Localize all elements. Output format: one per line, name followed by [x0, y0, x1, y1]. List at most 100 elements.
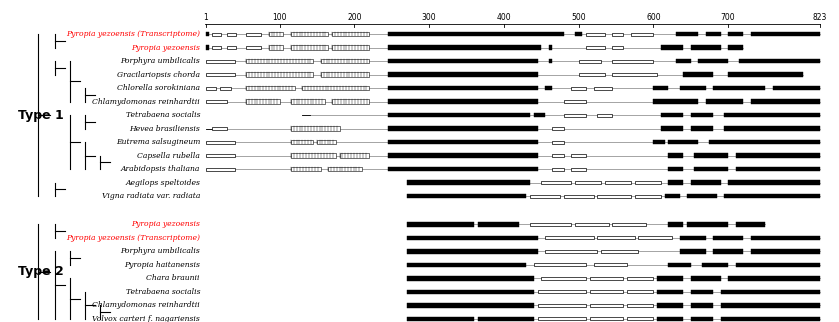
- Bar: [571, 154, 586, 157]
- Bar: [710, 140, 820, 144]
- Text: Hevea brasiliensis: Hevea brasiliensis: [129, 125, 200, 132]
- Bar: [575, 223, 608, 226]
- Text: Vigna radiata var. radiata: Vigna radiata var. radiata: [102, 192, 200, 200]
- Bar: [407, 276, 534, 280]
- Bar: [549, 45, 552, 50]
- Bar: [206, 60, 235, 62]
- Bar: [669, 167, 683, 171]
- Bar: [246, 46, 261, 49]
- Bar: [388, 32, 564, 36]
- Bar: [601, 250, 638, 253]
- Bar: [657, 289, 683, 294]
- Text: 700: 700: [721, 13, 736, 22]
- Text: Pyropia yezoensis (Transcriptome): Pyropia yezoensis (Transcriptome): [66, 234, 200, 242]
- Bar: [407, 249, 538, 253]
- Bar: [690, 276, 721, 280]
- Bar: [206, 100, 227, 103]
- Bar: [597, 236, 634, 239]
- Bar: [291, 140, 313, 144]
- Bar: [571, 87, 586, 90]
- Bar: [593, 87, 612, 90]
- Bar: [291, 32, 328, 36]
- Bar: [552, 127, 564, 130]
- Bar: [728, 72, 803, 77]
- Bar: [206, 32, 209, 36]
- Bar: [549, 59, 552, 63]
- Bar: [669, 180, 683, 185]
- Bar: [564, 113, 586, 117]
- Text: Type 1: Type 1: [18, 109, 64, 121]
- Bar: [690, 126, 713, 131]
- Bar: [695, 167, 728, 171]
- Text: Porphyra umbilicalis: Porphyra umbilicalis: [120, 247, 200, 255]
- Bar: [590, 317, 623, 320]
- Bar: [661, 113, 683, 117]
- Bar: [332, 45, 369, 50]
- Bar: [575, 32, 582, 36]
- Text: 300: 300: [422, 13, 436, 22]
- Bar: [654, 86, 669, 90]
- Bar: [751, 32, 820, 36]
- Bar: [713, 235, 743, 240]
- Bar: [751, 235, 820, 240]
- Bar: [220, 87, 232, 90]
- Text: Pyropia haitanensis: Pyropia haitanensis: [124, 261, 200, 269]
- Bar: [706, 32, 721, 36]
- Bar: [302, 86, 369, 90]
- Bar: [724, 113, 820, 117]
- Bar: [534, 263, 586, 266]
- Bar: [317, 140, 336, 144]
- Bar: [605, 181, 631, 184]
- Bar: [773, 86, 820, 90]
- Text: 100: 100: [273, 13, 287, 22]
- Bar: [690, 289, 713, 294]
- Text: Aegilops speltoides: Aegilops speltoides: [125, 178, 200, 186]
- Bar: [736, 262, 820, 267]
- Bar: [657, 317, 683, 321]
- Text: Volvox carteri f. nagariensis: Volvox carteri f. nagariensis: [92, 315, 200, 322]
- Text: Pyropia yezoensis: Pyropia yezoensis: [131, 220, 200, 228]
- Bar: [407, 235, 538, 240]
- Bar: [634, 194, 661, 197]
- Bar: [206, 167, 235, 171]
- Bar: [751, 99, 820, 104]
- Text: Gracilariopsis chorda: Gracilariopsis chorda: [117, 71, 200, 79]
- Bar: [698, 59, 728, 63]
- Bar: [628, 317, 654, 320]
- Text: Porphyra umbilicalis: Porphyra umbilicalis: [120, 57, 200, 65]
- Bar: [206, 154, 235, 157]
- Bar: [657, 276, 683, 280]
- Bar: [477, 317, 534, 321]
- Bar: [680, 249, 706, 253]
- Bar: [534, 113, 545, 117]
- Text: Arabidopsis thaliana: Arabidopsis thaliana: [121, 165, 200, 173]
- Bar: [669, 222, 683, 226]
- Bar: [541, 181, 571, 184]
- Bar: [680, 86, 706, 90]
- Bar: [246, 86, 294, 90]
- Text: Chlamydomonas reinhardtii: Chlamydomonas reinhardtii: [92, 301, 200, 309]
- Bar: [590, 304, 623, 307]
- Bar: [579, 60, 601, 62]
- Bar: [538, 290, 586, 293]
- Bar: [332, 99, 369, 104]
- Bar: [388, 86, 538, 90]
- Bar: [736, 153, 820, 158]
- Bar: [545, 86, 552, 90]
- Bar: [340, 153, 369, 158]
- Bar: [597, 194, 631, 197]
- Bar: [388, 140, 538, 144]
- Bar: [628, 304, 654, 307]
- Bar: [246, 72, 313, 77]
- Bar: [669, 153, 683, 158]
- Bar: [407, 303, 534, 308]
- Bar: [586, 46, 605, 49]
- Bar: [538, 317, 586, 320]
- Bar: [388, 113, 530, 117]
- Bar: [661, 45, 683, 50]
- Bar: [654, 99, 698, 104]
- Text: Pyropia yezoensis: Pyropia yezoensis: [131, 43, 200, 52]
- Bar: [212, 46, 221, 49]
- Bar: [728, 32, 743, 36]
- Bar: [590, 290, 623, 293]
